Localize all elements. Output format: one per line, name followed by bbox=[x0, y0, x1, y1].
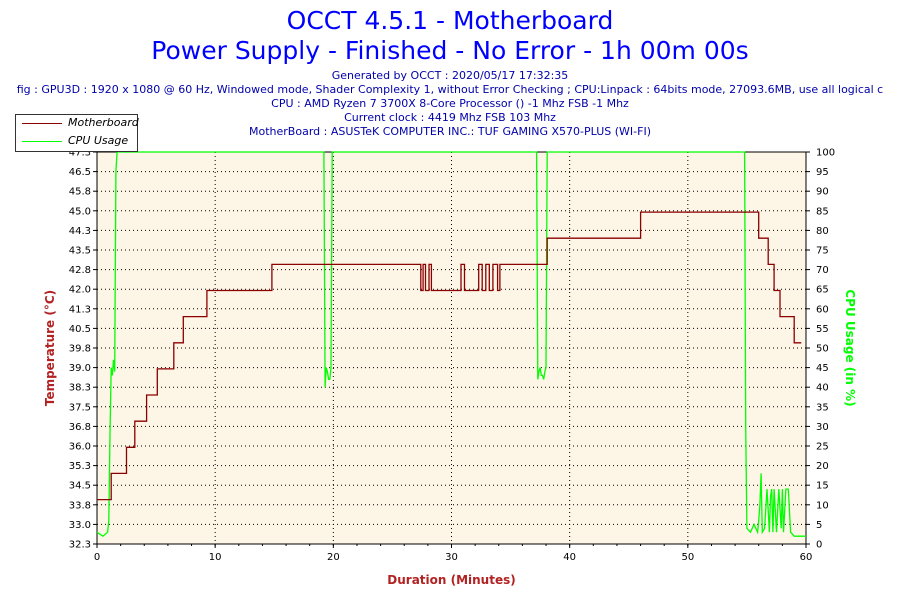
chart-subtitle: Power Supply - Finished - No Error - 1h … bbox=[151, 36, 749, 65]
legend-label-motherboard: Motherboard bbox=[68, 116, 139, 129]
y-right-tick-label: 90 bbox=[816, 187, 829, 198]
y-right-tick-label: 5 bbox=[816, 520, 822, 531]
x-tick-label: 40 bbox=[563, 552, 576, 563]
y-left-tick-label: 36.8 bbox=[69, 422, 91, 433]
y-right-tick-label: 10 bbox=[816, 500, 829, 511]
y-left-tick-label: 37.5 bbox=[69, 402, 91, 413]
y-left-tick-label: 33.8 bbox=[69, 500, 91, 511]
y-left-tick-label: 33.0 bbox=[69, 520, 91, 531]
y-left-tick-label: 35.3 bbox=[69, 461, 91, 472]
x-tick-label: 50 bbox=[681, 552, 694, 563]
y-left-tick-label: 42.0 bbox=[69, 285, 91, 296]
x-tick-label: 20 bbox=[327, 552, 340, 563]
generated-info: Generated by OCCT : 2020/05/17 17:32:35 bbox=[331, 69, 569, 82]
y-left-tick-label: 43.5 bbox=[69, 246, 91, 257]
y-right-tick-label: 50 bbox=[816, 344, 829, 355]
y-right-tick-label: 40 bbox=[816, 383, 829, 394]
y-right-tick-label: 95 bbox=[816, 167, 829, 178]
legend-swatch-cpu-usage bbox=[22, 141, 62, 142]
series-layer bbox=[96, 151, 806, 538]
y-left-tick-label: 40.5 bbox=[69, 324, 91, 335]
y-right-tick-label: 30 bbox=[816, 422, 829, 433]
y-right-tick-label: 65 bbox=[816, 285, 829, 296]
y-left-tick-label: 44.3 bbox=[69, 226, 91, 237]
y-right-tick-label: 80 bbox=[816, 226, 829, 237]
chart-title: OCCT 4.5.1 - Motherboard bbox=[286, 6, 614, 35]
cpu-info: CPU : AMD Ryzen 7 3700X 8-Core Processor… bbox=[271, 97, 629, 110]
motherboard-info: MotherBoard : ASUSTeK COMPUTER INC.: TUF… bbox=[249, 125, 651, 138]
x-axis-title: Duration (Minutes) bbox=[387, 573, 515, 587]
legend-swatch-motherboard bbox=[22, 123, 62, 124]
legend-item-motherboard: Motherboard bbox=[16, 115, 139, 131]
series-motherboard-line bbox=[97, 211, 802, 501]
legend-label-cpu-usage: CPU Usage bbox=[68, 134, 129, 147]
config-info: fig : GPU3D : 1920 x 1080 @ 60 Hz, Windo… bbox=[16, 83, 884, 96]
x-tick-label: 0 bbox=[94, 552, 100, 563]
y-left-tick-label: 39.8 bbox=[69, 344, 91, 355]
grid-lines bbox=[97, 152, 806, 544]
x-tick-label: 10 bbox=[209, 552, 222, 563]
y-right-tick-label: 85 bbox=[816, 206, 829, 217]
y-right-tick-label: 35 bbox=[816, 402, 829, 413]
y-left-tick-label: 39.0 bbox=[69, 363, 91, 374]
y-right-tick-label: 75 bbox=[816, 246, 829, 257]
y-left-tick-label: 41.3 bbox=[69, 304, 91, 315]
clock-info: Current clock : 4419 Mhz FSB 103 Mhz bbox=[344, 111, 556, 124]
y-right-tick-label: 60 bbox=[816, 304, 829, 315]
y-left-tick-label: 36.0 bbox=[69, 442, 91, 453]
y-axis-left-title: Temperature (°C) bbox=[43, 290, 57, 406]
y-left-tick-label: 46.5 bbox=[69, 167, 91, 178]
x-tick-label: 30 bbox=[445, 552, 458, 563]
axis-ticks: 0 10 20 30 40 50 6032.333.033.834.535.336.036.… bbox=[69, 148, 835, 564]
y-right-tick-label: 25 bbox=[816, 442, 829, 453]
x-tick-label: 60 bbox=[800, 552, 813, 563]
y-left-tick-label: 45.8 bbox=[69, 187, 91, 198]
legend-item-cpu-usage: CPU Usage bbox=[16, 133, 137, 149]
y-right-tick-label: 0 bbox=[816, 540, 822, 551]
y-left-tick-label: 32.3 bbox=[69, 540, 91, 551]
legend: Motherboard CPU Usage bbox=[15, 114, 139, 152]
y-left-tick-label: 47.3 bbox=[69, 148, 91, 159]
y-left-tick-label: 38.3 bbox=[69, 383, 91, 394]
y-right-tick-label: 70 bbox=[816, 265, 829, 276]
y-left-tick-label: 42.8 bbox=[69, 265, 91, 276]
y-left-tick-label: 45.0 bbox=[69, 206, 91, 217]
y-right-tick-label: 55 bbox=[816, 324, 829, 335]
y-left-tick-label: 34.5 bbox=[69, 481, 91, 492]
y-axis-right-title: CPU Usage (in %) bbox=[843, 289, 857, 406]
y-right-tick-label: 100 bbox=[816, 148, 835, 159]
y-right-tick-label: 20 bbox=[816, 461, 829, 472]
y-right-tick-label: 15 bbox=[816, 481, 829, 492]
y-right-tick-label: 45 bbox=[816, 363, 829, 374]
